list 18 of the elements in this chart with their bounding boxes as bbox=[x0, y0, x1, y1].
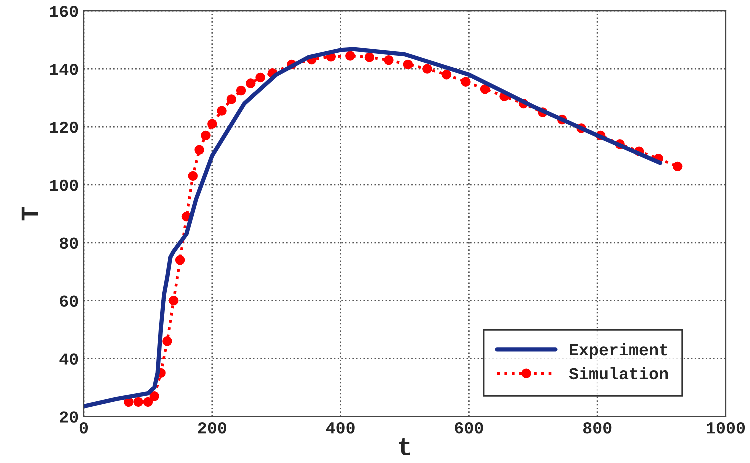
y-tick-label: 80 bbox=[60, 238, 78, 250]
x-tick-label: 200 bbox=[198, 422, 226, 434]
legend-label: Simulation bbox=[569, 367, 668, 380]
y-tick-label: 20 bbox=[60, 412, 78, 423]
y-tick-label: 60 bbox=[60, 296, 78, 308]
x-tick-label: 0 bbox=[80, 422, 88, 434]
x-tick-label: 800 bbox=[583, 422, 612, 434]
x-axis-title: t bbox=[399, 438, 410, 456]
legend-label: Experiment bbox=[570, 343, 668, 359]
x-tick-label: 1000 bbox=[707, 422, 746, 434]
y-tick-label: 140 bbox=[50, 64, 78, 76]
y-tick-label: 100 bbox=[50, 180, 78, 192]
y-tick-label: 120 bbox=[50, 122, 78, 134]
y-axis-title: T bbox=[22, 207, 38, 221]
x-tick-label: 600 bbox=[455, 422, 484, 434]
y-tick-label: 40 bbox=[60, 354, 78, 365]
y-tick-label: 160 bbox=[50, 6, 78, 18]
x-tick-label: 400 bbox=[326, 422, 355, 434]
